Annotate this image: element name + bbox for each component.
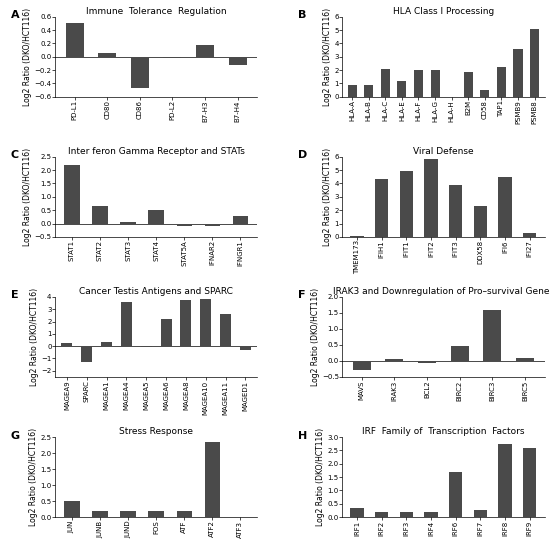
Text: C: C	[10, 150, 19, 160]
Text: D: D	[298, 150, 307, 160]
Y-axis label: Log2 Ratio (DKO/HCT116): Log2 Ratio (DKO/HCT116)	[24, 148, 32, 246]
Bar	[200, 299, 211, 346]
Bar	[375, 180, 388, 237]
Bar	[449, 185, 463, 237]
Bar	[375, 512, 388, 517]
Y-axis label: Log2 Ratio (DKO/HCT116): Log2 Ratio (DKO/HCT116)	[311, 288, 320, 386]
Bar	[348, 86, 357, 97]
Bar	[62, 342, 73, 346]
Bar	[180, 300, 191, 346]
Bar	[400, 512, 413, 517]
Y-axis label: Log2 Ratio (DKO/HCT116): Log2 Ratio (DKO/HCT116)	[30, 288, 39, 386]
Bar	[220, 314, 231, 346]
Title: Cancer Testis Antigens and SPARC: Cancer Testis Antigens and SPARC	[79, 287, 233, 296]
Bar	[498, 444, 512, 517]
Y-axis label: Log2 Ratio (DKO/HCT116): Log2 Ratio (DKO/HCT116)	[323, 148, 332, 246]
Bar	[101, 342, 112, 346]
Bar	[530, 29, 539, 97]
Bar	[65, 23, 84, 57]
Y-axis label: Log2 Ratio (DKO/HCT116): Log2 Ratio (DKO/HCT116)	[29, 428, 38, 526]
Bar	[350, 236, 364, 237]
Bar	[381, 69, 390, 97]
Bar	[205, 224, 220, 226]
Text: E: E	[10, 290, 18, 300]
Bar	[141, 346, 152, 347]
Text: G: G	[10, 430, 20, 440]
Bar	[131, 57, 149, 88]
Bar	[364, 86, 373, 97]
Bar	[350, 508, 364, 517]
Bar	[418, 361, 436, 363]
Bar	[483, 310, 501, 361]
Bar	[229, 57, 246, 64]
Bar	[424, 159, 438, 237]
Bar	[386, 359, 403, 361]
Text: H: H	[298, 430, 307, 440]
Bar	[450, 346, 469, 361]
Bar	[480, 90, 490, 97]
Bar	[353, 361, 371, 370]
Bar	[196, 44, 214, 57]
Y-axis label: Log2 Ratio (DKO/HCT116): Log2 Ratio (DKO/HCT116)	[323, 8, 332, 106]
Title: HLA Class I Processing: HLA Class I Processing	[393, 7, 494, 16]
Bar	[400, 171, 413, 237]
Bar	[120, 512, 136, 517]
Bar	[98, 53, 116, 57]
Bar	[513, 49, 522, 97]
Bar	[449, 471, 463, 517]
Title: IRAK3 and Downregulation of Pro–survival Genes: IRAK3 and Downregulation of Pro–survival…	[333, 287, 550, 296]
Text: B: B	[298, 10, 306, 20]
Text: F: F	[298, 290, 305, 300]
Bar	[474, 206, 487, 237]
Bar	[64, 501, 80, 517]
Bar	[81, 346, 92, 362]
Bar	[523, 233, 536, 237]
Bar	[148, 512, 164, 517]
Y-axis label: Log2 Ratio (DKO/HCT116): Log2 Ratio (DKO/HCT116)	[23, 8, 32, 106]
Bar	[92, 206, 108, 224]
Bar	[240, 346, 251, 350]
Bar	[177, 224, 192, 226]
Bar	[464, 72, 473, 97]
Title: IRF  Family of  Transcription  Factors: IRF Family of Transcription Factors	[362, 427, 525, 436]
Title: Stress Response: Stress Response	[119, 427, 193, 436]
Bar	[121, 302, 132, 346]
Title: Viral Defense: Viral Defense	[413, 147, 474, 156]
Bar	[516, 358, 534, 361]
Title: Immune  Tolerance  Regulation: Immune Tolerance Regulation	[86, 7, 227, 16]
Bar	[163, 57, 182, 58]
Text: A: A	[10, 10, 19, 20]
Bar	[92, 512, 108, 517]
Bar	[497, 67, 506, 97]
Bar	[120, 222, 136, 224]
Bar	[148, 210, 164, 224]
Bar	[233, 216, 248, 224]
Bar	[431, 70, 439, 97]
Bar	[205, 442, 220, 517]
Y-axis label: Log2 Ratio (DKO/HCT116): Log2 Ratio (DKO/HCT116)	[316, 428, 326, 526]
Bar	[64, 165, 80, 224]
Bar	[397, 81, 406, 97]
Title: Inter feron Gamma Receptor and STATs: Inter feron Gamma Receptor and STATs	[68, 147, 245, 156]
Bar	[161, 319, 172, 346]
Bar	[474, 510, 487, 517]
Bar	[523, 448, 536, 517]
Bar	[498, 177, 512, 237]
Bar	[414, 70, 423, 97]
Bar	[424, 512, 438, 517]
Bar	[177, 512, 192, 517]
